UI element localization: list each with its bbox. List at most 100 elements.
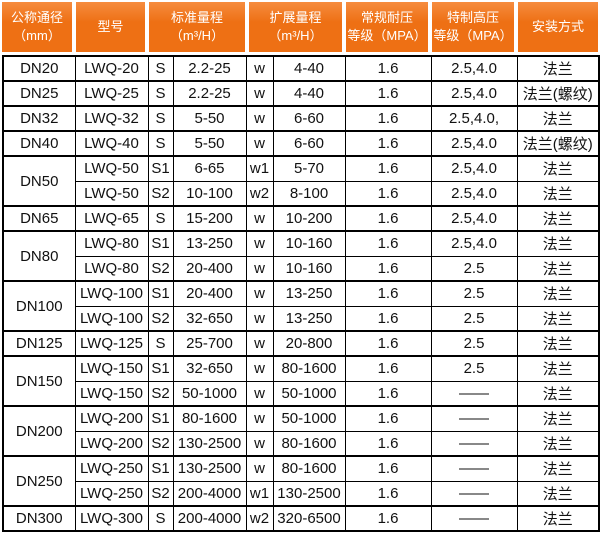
- cell-high-pressure-rating: 2.5,4.0: [430, 155, 518, 182]
- table-header: 公称通径 （mm） 型号 标准量程 （m³/H） 扩展量程 （m³/H） 常规耐…: [2, 2, 598, 52]
- header-label: 标准量程: [170, 10, 223, 25]
- cell-extended-range-code: w: [245, 55, 274, 82]
- cell-extended-range-code: w: [245, 305, 274, 332]
- cell-model: LWQ-250: [74, 455, 149, 482]
- header-label: 安装方式: [531, 19, 584, 34]
- cell-nominal-diameter: DN150: [2, 355, 76, 407]
- cell-standard-range: 5-50: [172, 105, 247, 132]
- cell-high-pressure-rating: 2.5,4.0: [430, 230, 518, 257]
- cell-installation: 法兰: [516, 480, 600, 507]
- cell-standard-range-code: S1: [147, 455, 174, 482]
- table-row: DN80 LWQ-80 S1 13-250 w 10-160 1.6 2.5,4.0 法兰: [2, 230, 600, 282]
- table-row: DN65 LWQ-65 S 15-200 w 10-200 1.6 2.5,4.0 法兰: [2, 205, 600, 232]
- cell-pressure-rating: 1.6: [344, 405, 432, 432]
- table-row: DN20 LWQ-20 S 2.2-25 w 4-40 1.6 2.5,4.0 法兰: [2, 55, 600, 82]
- cell-standard-range-code: S2: [147, 380, 174, 407]
- cell-standard-range-code: S: [147, 205, 174, 232]
- cell-extended-range: 20-800: [272, 330, 346, 357]
- cell-extended-range-code: w: [245, 455, 274, 482]
- cell-pressure-rating: 1.6: [344, 80, 432, 107]
- table-row: DN200 LWQ-200 S1 80-1600 w 50-1000 1.6 —— 法兰: [2, 405, 600, 457]
- cell-high-pressure-rating: ——: [430, 480, 518, 507]
- cell-nominal-diameter: DN250: [2, 455, 76, 507]
- cell-installation: 法兰: [516, 105, 600, 132]
- cell-pressure-rating: 1.6: [344, 430, 432, 457]
- cell-extended-range: 80-1600: [272, 455, 346, 482]
- cell-standard-range-code: S1: [147, 230, 174, 257]
- cell-high-pressure-rating: 2.5,4.0,: [430, 105, 518, 132]
- table-row: LWQ-200 S2 130-2500 w 80-1600 1.6 —— 法兰: [3, 430, 600, 457]
- cell-extended-range-code: w: [245, 80, 274, 107]
- cell-model: LWQ-80: [74, 255, 149, 282]
- cell-extended-range: 50-1000: [272, 380, 346, 407]
- cell-installation: 法兰: [516, 205, 600, 232]
- cell-pressure-rating: 1.6: [344, 105, 432, 132]
- cell-high-pressure-rating: 2.5,4.0: [430, 130, 518, 157]
- cell-installation: 法兰: [516, 405, 600, 432]
- cell-extended-range: 6-60: [272, 130, 346, 157]
- cell-high-pressure-rating: ——: [430, 505, 518, 532]
- cell-extended-range: 50-1000: [272, 405, 346, 432]
- cell-high-pressure-rating: 2.5: [430, 305, 518, 332]
- cell-high-pressure-rating: 2.5,4.0: [430, 205, 518, 232]
- cell-standard-range: 25-700: [172, 330, 247, 357]
- cell-pressure-rating: 1.6: [344, 380, 432, 407]
- header-label: 型号: [97, 19, 124, 34]
- cell-installation: 法兰: [516, 180, 600, 207]
- cell-extended-range-code: w: [245, 130, 274, 157]
- cell-model: LWQ-200: [74, 405, 149, 432]
- cell-installation: 法兰: [516, 230, 600, 257]
- cell-extended-range-code: w: [245, 405, 274, 432]
- cell-extended-range-code: w: [245, 355, 274, 382]
- cell-installation: 法兰: [516, 155, 600, 182]
- cell-extended-range-code: w: [245, 230, 274, 257]
- cell-nominal-diameter: DN80: [2, 230, 76, 282]
- header-high-pressure: 特制高压 等级（MPA）: [432, 2, 514, 52]
- header-installation: 安装方式: [518, 2, 598, 52]
- header-extended-range: 扩展量程 （m³/H）: [249, 2, 342, 52]
- cell-model: LWQ-40: [74, 130, 149, 157]
- cell-installation: 法兰: [516, 380, 600, 407]
- cell-standard-range: 32-650: [172, 305, 247, 332]
- cell-model: LWQ-125: [74, 330, 149, 357]
- cell-installation: 法兰: [516, 255, 600, 282]
- cell-pressure-rating: 1.6: [344, 130, 432, 157]
- cell-nominal-diameter: DN65: [2, 205, 76, 232]
- cell-pressure-rating: 1.6: [344, 455, 432, 482]
- cell-high-pressure-rating: 2.5,4.0: [430, 55, 518, 82]
- cell-extended-range: 4-40: [272, 55, 346, 82]
- cell-standard-range-code: S2: [147, 305, 174, 332]
- cell-standard-range-code: S: [147, 330, 174, 357]
- header-label: 常规耐压: [360, 10, 413, 25]
- cell-standard-range-code: S1: [147, 280, 174, 307]
- cell-extended-range: 4-40: [272, 80, 346, 107]
- cell-extended-range-code: w: [245, 255, 274, 282]
- cell-standard-range: 5-50: [172, 130, 247, 157]
- cell-extended-range-code: w: [245, 205, 274, 232]
- cell-standard-range-code: S1: [147, 155, 174, 182]
- cell-extended-range: 10-200: [272, 205, 346, 232]
- cell-standard-range: 32-650: [172, 355, 247, 382]
- table-row: DN25 LWQ-25 S 2.2-25 w 4-40 1.6 2.5,4.0 法兰(螺纹): [2, 80, 600, 107]
- cell-nominal-diameter: DN125: [2, 330, 76, 357]
- cell-pressure-rating: 1.6: [344, 255, 432, 282]
- table-row: DN50 LWQ-50 S1 6-65 w1 5-70 1.6 2.5,4.0 法兰: [2, 155, 600, 207]
- cell-installation: 法兰(螺纹): [516, 130, 600, 157]
- cell-extended-range-code: w1: [245, 480, 274, 507]
- cell-standard-range-code: S1: [147, 405, 174, 432]
- header-label: 扩展量程: [269, 10, 322, 25]
- table-row: LWQ-250 S2 200-4000 w1 130-2500 1.6 —— 法兰: [3, 480, 600, 507]
- cell-installation: 法兰: [516, 505, 600, 532]
- cell-standard-range: 80-1600: [172, 405, 247, 432]
- cell-installation: 法兰: [516, 280, 600, 307]
- cell-standard-range-code: S: [147, 130, 174, 157]
- cell-extended-range-code: w: [245, 280, 274, 307]
- header-unit: 等级（MPA）: [433, 28, 513, 43]
- cell-model: LWQ-65: [74, 205, 149, 232]
- cell-pressure-rating: 1.6: [344, 505, 432, 532]
- cell-high-pressure-rating: 2.5: [430, 280, 518, 307]
- cell-model: LWQ-25: [74, 80, 149, 107]
- cell-pressure-rating: 1.6: [344, 330, 432, 357]
- cell-installation: 法兰: [516, 355, 600, 382]
- cell-high-pressure-rating: ——: [430, 455, 518, 482]
